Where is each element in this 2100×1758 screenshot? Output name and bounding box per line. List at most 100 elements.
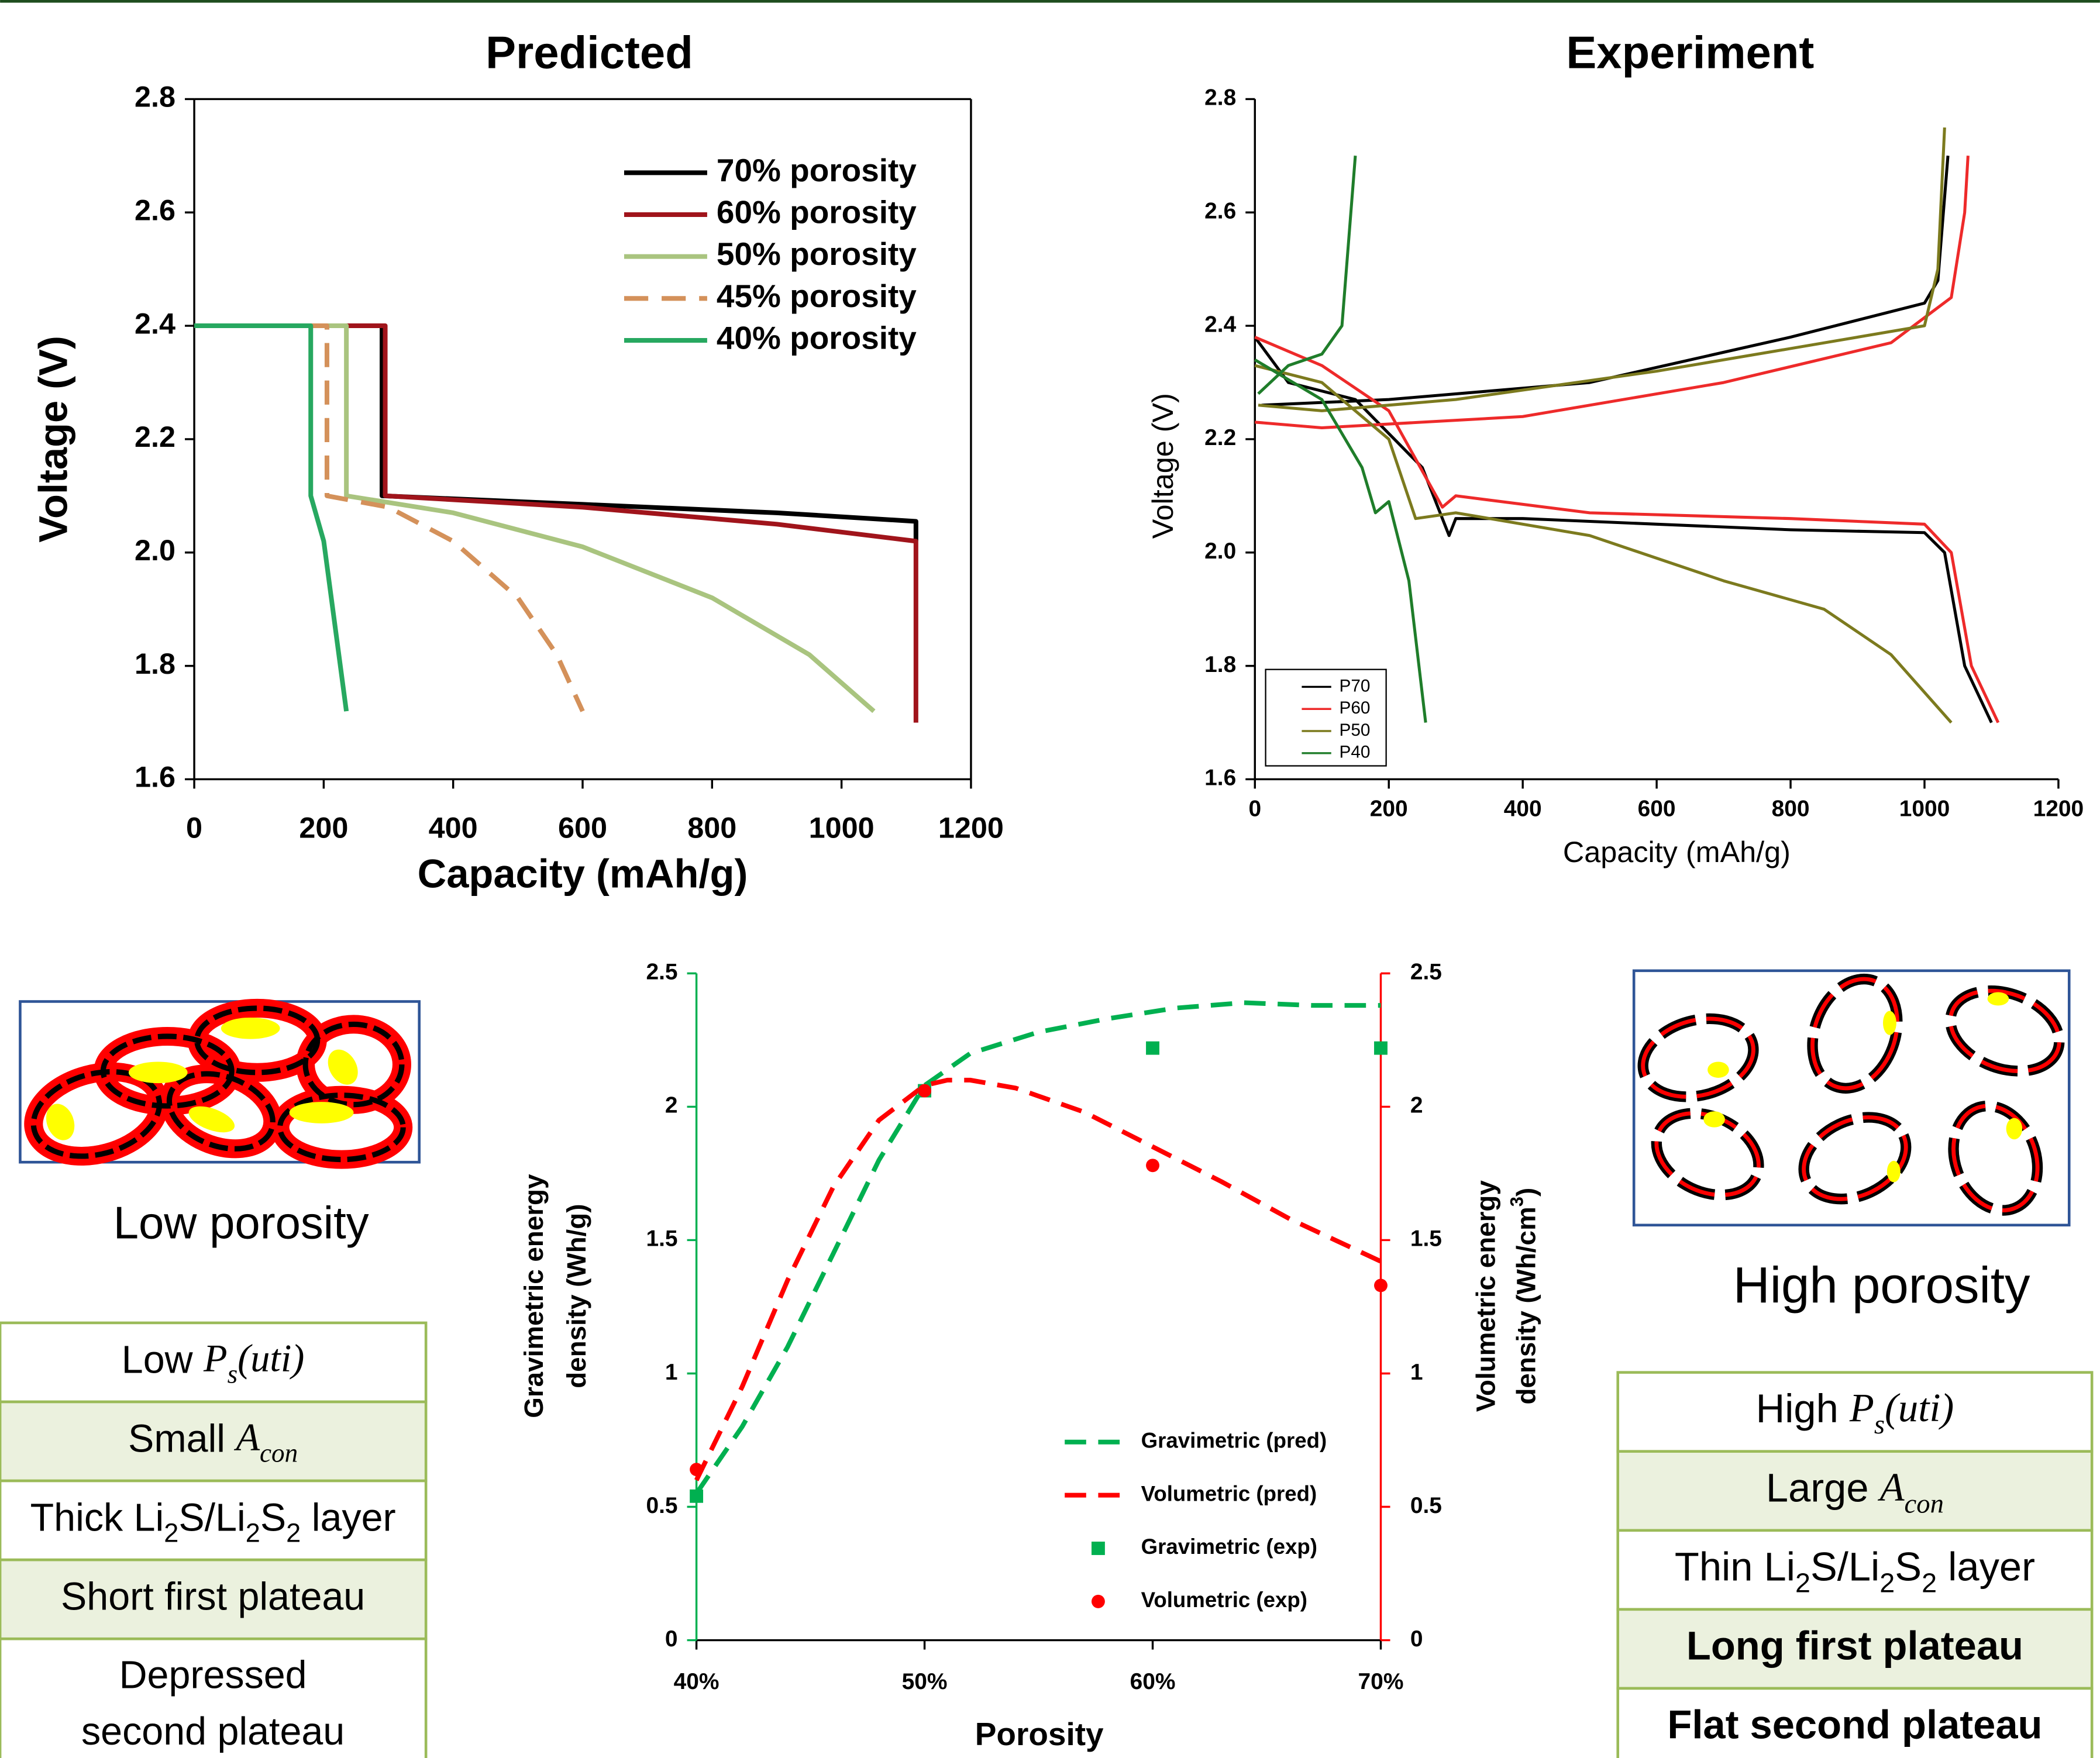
cell-part: con xyxy=(1905,1488,1944,1519)
cell-part: Small xyxy=(128,1417,236,1460)
data-point xyxy=(1374,1041,1388,1055)
top-border xyxy=(0,0,2100,3)
x-tick-label: 0 xyxy=(1248,796,1261,821)
x-tick-label: 600 xyxy=(558,811,607,844)
legend-label: Volumetric (pred) xyxy=(1141,1481,1317,1505)
series-line xyxy=(194,323,918,723)
legend-marker xyxy=(1091,1542,1105,1555)
y-tick-label: 2.8 xyxy=(1204,85,1236,111)
series-line xyxy=(1254,127,1953,724)
table-cell: Thin Li2S/Li2S2 layer xyxy=(1675,1544,2035,1598)
legend-label: 40% porosity xyxy=(717,319,917,356)
legend-label: P70 xyxy=(1340,676,1371,695)
series-line xyxy=(1254,156,2000,723)
series-line xyxy=(1254,156,1427,723)
y2-tick-label: 1.5 xyxy=(1410,1226,1442,1252)
table-row xyxy=(1616,1450,2094,1532)
y-tick-label: 1.5 xyxy=(646,1226,677,1252)
data-point xyxy=(1374,1278,1388,1292)
y2-tick-label: 0.5 xyxy=(1410,1493,1442,1518)
cell-part: Depressed xyxy=(119,1653,307,1697)
high-porosity-label: High porosity xyxy=(1733,1257,2030,1314)
table-row xyxy=(1616,1371,2094,1453)
y-tick-label: 2.8 xyxy=(135,80,175,113)
y-tick-label: 1 xyxy=(665,1360,678,1385)
y2-tick-label: 2 xyxy=(1410,1093,1423,1118)
legend-label: Gravimetric (exp) xyxy=(1141,1535,1317,1559)
y-tick-label: 1.8 xyxy=(1204,652,1236,677)
cell-part: P xyxy=(203,1338,228,1380)
cell-part: S/Li xyxy=(1810,1544,1879,1589)
label-group: Capacity (mAh/g) xyxy=(418,852,748,897)
legend-label: Volumetric (exp) xyxy=(1141,1588,1307,1612)
y-tick-label: 2.6 xyxy=(1204,199,1236,224)
table-cell: Flat second plateau xyxy=(1667,1702,2042,1747)
y-tick-label: 0.5 xyxy=(646,1493,677,1518)
legend-label: P50 xyxy=(1340,721,1371,740)
label-part: Gravimetric energy xyxy=(519,1174,549,1418)
x-tick-label: 600 xyxy=(1638,796,1676,821)
y2-tick-label: 0 xyxy=(1410,1626,1423,1652)
x-tick-label: 1200 xyxy=(938,811,1004,844)
cell-part: (uti) xyxy=(237,1338,304,1380)
table-row xyxy=(1616,1608,2094,1690)
cell-part: S xyxy=(1895,1544,1922,1589)
y2-tick-label: 2.5 xyxy=(1410,960,1442,985)
y-tick-label: 2.2 xyxy=(1204,425,1236,450)
axis-label: Capacity (mAh/g) xyxy=(1563,835,1791,868)
label-group: Voltage (V) xyxy=(30,336,75,543)
data-point xyxy=(1146,1041,1159,1055)
x-tick-label: 50% xyxy=(902,1669,948,1694)
axis-label: Voltage (V) xyxy=(1146,393,1179,539)
axis-label: Porosity xyxy=(975,1716,1104,1752)
legend-label: 45% porosity xyxy=(717,278,917,314)
chart-title: Experiment xyxy=(1566,28,1814,78)
table-row xyxy=(0,1400,428,1483)
cell-part: A xyxy=(233,1416,260,1459)
label-group: Capacity (mAh/g) xyxy=(1563,835,1791,868)
y-tick-label: 1.6 xyxy=(135,760,175,794)
x-tick-label: 1000 xyxy=(1899,796,1950,821)
table-cell: Thick Li2S/Li2S2 layer xyxy=(30,1496,396,1548)
y-tick-label: 2.0 xyxy=(1204,539,1236,564)
cell-part: 2 xyxy=(246,1518,260,1548)
legend-box xyxy=(1265,668,1387,767)
cell-part: Long first plateau xyxy=(1686,1623,2023,1669)
x-tick-label: 1200 xyxy=(2033,796,2084,821)
legend-label: 70% porosity xyxy=(717,152,917,188)
table-cell: Depressed xyxy=(119,1653,307,1697)
cell-part: Flat second plateau xyxy=(1667,1702,2042,1747)
y-tick-label: 1.6 xyxy=(1204,766,1236,791)
y2-tick-label: 1 xyxy=(1410,1360,1423,1385)
table-cell: Long first plateau xyxy=(1686,1623,2023,1669)
cell-part: second plateau xyxy=(81,1709,345,1753)
x-tick-label: 60% xyxy=(1130,1669,1176,1694)
series-line xyxy=(694,1000,1381,1495)
table-row xyxy=(0,1558,428,1640)
cell-part: A xyxy=(1878,1464,1905,1509)
cell-part: s xyxy=(228,1360,238,1389)
series-line xyxy=(1254,156,1993,723)
table-cell: second plateau xyxy=(81,1709,345,1753)
cell-part: layer xyxy=(1937,1544,2035,1589)
x-tick-label: 800 xyxy=(1772,796,1810,821)
y-tick-label: 1.8 xyxy=(135,647,175,680)
cell-part: layer xyxy=(301,1496,395,1539)
label-part: ) xyxy=(1511,1188,1541,1197)
x-tick-label: 1000 xyxy=(809,811,875,844)
y-tick-label: 2.2 xyxy=(135,420,175,453)
table-row xyxy=(0,1637,428,1758)
x-tick-label: 0 xyxy=(186,811,202,844)
axis-label-line: density (Wh/cm3) xyxy=(1506,1188,1541,1405)
y-tick-label: 0 xyxy=(665,1626,678,1652)
series-line xyxy=(194,323,349,712)
table-row xyxy=(0,1321,428,1404)
table-cell: Low Ps(uti) xyxy=(122,1338,305,1389)
low-porosity-label: Low porosity xyxy=(113,1198,369,1249)
cell-part: 2 xyxy=(1922,1568,1937,1598)
series-line xyxy=(694,1077,1382,1481)
label-group: Gravimetric energy density (Wh/g) xyxy=(519,1174,591,1418)
legend-label: 50% porosity xyxy=(717,236,917,272)
series-line xyxy=(194,323,585,712)
y-tick-label: 2.0 xyxy=(135,533,175,567)
